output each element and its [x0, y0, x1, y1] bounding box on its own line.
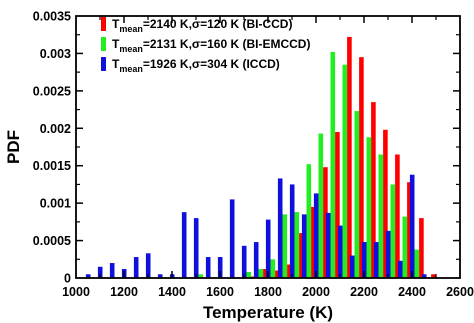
ticks-layer: [76, 16, 460, 278]
bar-series-2-2120: [342, 64, 348, 278]
bar-series-3-1970: [301, 214, 307, 278]
legend-label-3: Tmean=1926 K,σ=304 K (ICCD): [112, 57, 280, 74]
bar-series-3-1670: [229, 199, 235, 278]
bar-series-2-2020: [318, 133, 324, 278]
bar-series-3-1370: [157, 274, 163, 278]
bar-series-3-1120: [97, 266, 103, 278]
legend: Tmean=2140 K,σ=120 K (BI-CCD) Tmean=2131 …: [101, 17, 310, 74]
bar-series-2-2420: [414, 249, 420, 278]
bar-series-3-2220: [361, 242, 367, 278]
bar-series-3-2020: [313, 193, 319, 278]
x-tick-label: 2000: [302, 285, 330, 299]
legend-label-1: Tmean=2140 K,σ=120 K (BI-CCD): [112, 17, 292, 34]
bar-series-2-1720: [246, 272, 252, 278]
bar-series-2-1920: [294, 212, 300, 278]
bar-series-3-2070: [325, 212, 331, 278]
bar-series-1-2170: [359, 57, 364, 278]
bar-series-1-1970: [311, 206, 316, 278]
bar-series-2-2170: [354, 111, 360, 278]
bar-series-3-2420: [409, 174, 415, 278]
bar-series-3-1820: [265, 219, 271, 278]
x-tick-label: 1400: [158, 285, 186, 299]
bar-series-1-2070: [335, 132, 340, 278]
legend-swatch-2: [101, 37, 106, 51]
bar-series-3-2470: [421, 274, 427, 278]
bar-series-1-2370: [407, 182, 412, 278]
bar-series-3-1070: [85, 274, 91, 278]
bar-series-2-1770: [258, 269, 264, 278]
bar-series-3-2370: [397, 260, 403, 278]
bar-series-3-1520: [193, 218, 199, 278]
bar-series-3-1170: [109, 263, 115, 278]
y-tick-label: 0.0025: [33, 84, 71, 98]
bar-series-3-2120: [337, 225, 343, 278]
x-axis-label: Temperature (K): [203, 303, 333, 322]
bar-series-2-2070: [330, 51, 336, 279]
bar-series-1-2470: [431, 274, 436, 278]
bars-layer: [85, 36, 436, 279]
y-tick-label: 0.003: [40, 47, 71, 61]
bar-series-3-1620: [217, 257, 223, 278]
bar-series-1-1820: [275, 270, 280, 278]
x-tick-label: 1600: [206, 285, 234, 299]
bar-series-3-2270: [373, 242, 379, 278]
bar-series-2-2320: [390, 184, 396, 278]
bar-series-3-1470: [181, 212, 187, 278]
bar-series-1-2020: [323, 167, 328, 278]
bar-series-2-1820: [270, 259, 276, 278]
bar-series-2-2220: [366, 137, 372, 278]
bar-series-1-2270: [383, 129, 388, 278]
bar-series-2-1970: [306, 164, 312, 278]
x-tick-label: 2400: [398, 285, 426, 299]
x-tick-label: 2600: [446, 285, 474, 299]
bar-series-3-1870: [277, 178, 283, 278]
bar-series-1-1770: [263, 269, 268, 278]
bar-series-3-1920: [289, 184, 295, 278]
bar-series-1-2220: [371, 102, 376, 278]
bar-series-3-1320: [145, 253, 151, 278]
x-tick-label: 1200: [110, 285, 138, 299]
bar-series-3-1570: [205, 257, 211, 278]
bar-series-2-1520: [198, 274, 204, 278]
y-tick-label: 0.0005: [33, 234, 71, 248]
y-tick-label: 0.0035: [33, 10, 71, 24]
bar-series-1-2120: [347, 36, 352, 279]
y-axis-label: PDF: [4, 130, 23, 164]
y-tick-labels: 0 0.0005 0.001 0.0015 0.002 0.0025 0.003 0.0035: [33, 10, 71, 286]
y-tick-label: 0.001: [40, 197, 71, 211]
bar-series-3-1720: [241, 245, 247, 278]
bar-series-2-2270: [378, 154, 384, 278]
bar-series-1-2320: [395, 154, 400, 278]
y-tick-label: 0.0015: [33, 159, 71, 173]
legend-swatch-3: [101, 57, 106, 71]
bar-series-2-1870: [282, 214, 288, 278]
x-tick-label: 1000: [62, 285, 90, 299]
bar-series-1-2420: [419, 218, 424, 278]
bar-series-1-1870: [287, 264, 292, 278]
bar-series-3-1270: [133, 257, 139, 278]
legend-swatch-1: [101, 17, 106, 31]
x-tick-label: 2200: [350, 285, 378, 299]
bar-series-1-1920: [299, 233, 304, 278]
bar-series-3-2320: [385, 230, 391, 278]
bar-series-3-1770: [253, 242, 259, 278]
legend-label-2: Tmean=2131 K,σ=160 K (BI-EMCCD): [112, 37, 310, 54]
bar-series-2-2370: [402, 216, 408, 278]
x-tick-label: 1800: [254, 285, 282, 299]
bar-series-3-2170: [349, 255, 355, 278]
y-tick-label: 0: [64, 272, 71, 286]
y-tick-label: 0.002: [40, 122, 71, 136]
x-tick-labels: 1000 1200 1400 1600 1800 2000 2200 2400 2600: [62, 285, 474, 299]
